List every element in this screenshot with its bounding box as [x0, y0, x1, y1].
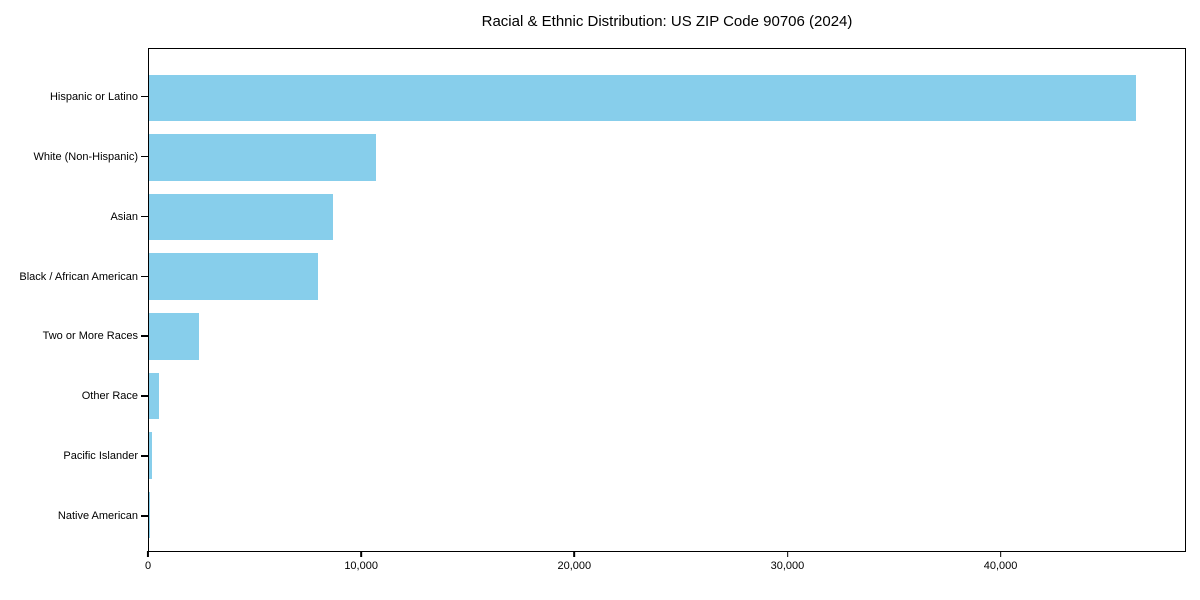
- y-axis-label-row: Black / African American: [0, 247, 148, 307]
- x-axis-tick: 30,000: [770, 551, 805, 572]
- y-axis-label: Other Race: [81, 390, 138, 403]
- bar-row: [149, 68, 1185, 128]
- y-axis-label: Hispanic or Latino: [49, 90, 138, 103]
- bar: [149, 372, 159, 420]
- bar: [149, 253, 318, 300]
- x-axis: 0 10,000 20,000 30,000 40,000: [145, 551, 1186, 585]
- y-axis-label: Two or More Races: [42, 330, 138, 343]
- y-axis-label: Pacific Islander: [63, 450, 138, 463]
- x-axis-tick-label: 0: [144, 560, 152, 572]
- y-axis-tick-mark: [141, 155, 148, 158]
- y-axis-label-row: Pacific Islander: [0, 426, 148, 486]
- y-axis-label-row: Hispanic or Latino: [0, 67, 148, 127]
- bar: [149, 74, 1137, 122]
- x-axis-tick-mark: [360, 551, 362, 557]
- y-axis-label: Black / African American: [19, 270, 138, 283]
- y-axis-label-row: Other Race: [0, 366, 148, 426]
- x-axis-tick: 0: [145, 551, 151, 572]
- bar: [149, 491, 151, 539]
- y-axis: Hispanic or Latino White (Non-Hispanic) As…: [0, 48, 148, 552]
- bar-row: [149, 187, 1185, 247]
- y-axis-tick-mark: [141, 455, 148, 457]
- y-axis-tick-mark: [141, 215, 148, 218]
- bar-row: [149, 366, 1185, 426]
- bar-row: [149, 485, 1185, 545]
- x-axis-tick-label: 40,000: [983, 560, 1018, 572]
- bar: [149, 134, 376, 181]
- bar: [149, 432, 152, 479]
- x-axis-tick: 40,000: [983, 551, 1018, 572]
- y-axis-tick-mark: [141, 275, 148, 278]
- x-axis-tick-label: 20,000: [557, 560, 592, 572]
- bar-row: [149, 247, 1185, 307]
- x-axis-tick-label: 10,000: [344, 560, 378, 572]
- y-axis-label-row: Asian: [0, 187, 148, 247]
- y-axis-tick-mark: [141, 95, 148, 98]
- bars-container: [149, 49, 1185, 551]
- y-axis-tick-mark: [141, 395, 148, 397]
- y-axis-label-row: White (Non-Hispanic): [0, 127, 148, 187]
- chart-title: Racial & Ethnic Distribution: US ZIP Cod…: [481, 13, 853, 30]
- bar-row: [149, 426, 1185, 486]
- x-axis-tick-mark: [786, 551, 789, 557]
- x-axis-tick-mark: [147, 551, 149, 557]
- bar-row: [149, 128, 1185, 188]
- y-axis-tick-mark: [141, 515, 148, 517]
- y-axis-label-row: Two or More Races: [0, 307, 148, 367]
- bar-row: [149, 307, 1185, 367]
- y-axis-label: White (Non-Hispanic): [33, 150, 138, 163]
- x-axis-tick: 10,000: [344, 551, 378, 572]
- y-axis-label-row: Native American: [0, 486, 148, 546]
- y-axis-label: Asian: [110, 210, 138, 223]
- x-axis-tick-label: 30,000: [770, 560, 805, 572]
- x-axis-tick: 20,000: [557, 551, 591, 572]
- y-axis-label: Native American: [57, 510, 138, 523]
- x-axis-tick-mark: [999, 551, 1002, 557]
- bar: [149, 313, 199, 360]
- y-axis-tick-mark: [141, 335, 148, 337]
- bar: [149, 193, 333, 241]
- x-axis-tick-mark: [573, 551, 576, 557]
- plot-area: [148, 48, 1186, 552]
